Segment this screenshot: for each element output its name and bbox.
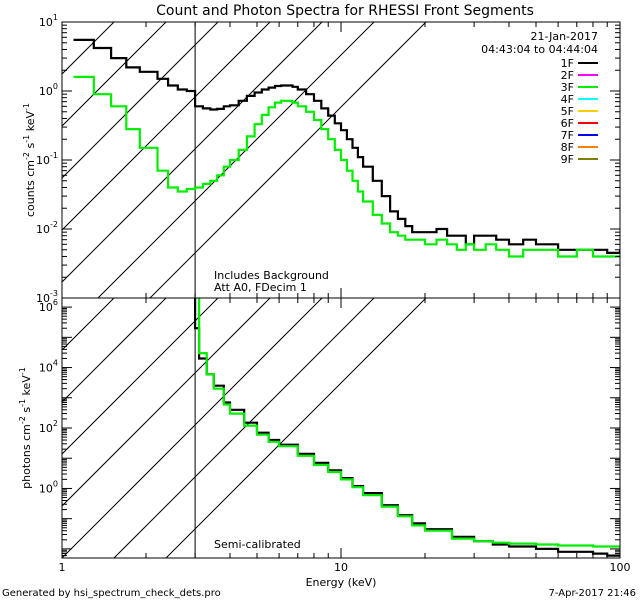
hatch-line (113, 298, 375, 558)
footer-generated-by: Generated by hsi_spectrum_check_dets.pro (2, 588, 221, 599)
hatched-region-top (62, 22, 427, 298)
x-tick-label: 10 (334, 561, 348, 574)
top-y-tick-label: 101 (39, 13, 58, 29)
legend-label-5F: 5F (561, 105, 574, 118)
legend-label-2F: 2F (561, 69, 574, 82)
hatch-line (62, 22, 271, 231)
hatch-line (62, 298, 271, 507)
top-y-tick-label: 100 (39, 82, 58, 98)
series-1F-line (194, 298, 620, 557)
hatch-line (62, 298, 323, 558)
footer-timestamp: 7-Apr-2017 21:46 (549, 588, 636, 599)
chart-title: Count and Photon Spectra for RHESSI Fron… (156, 3, 534, 19)
bottom-y-tick-label: 106 (39, 298, 58, 314)
annotation-attenuator: Att A0, FDecim 1 (214, 281, 307, 294)
top-y-tick-label: 10-1 (36, 151, 58, 167)
top-y-tick-label: 10-2 (36, 220, 58, 236)
legend-label-8F: 8F (561, 141, 574, 154)
series-3F-line (198, 298, 620, 548)
annotation-background: Includes Background (214, 269, 329, 282)
bottom-y-tick-label: 102 (39, 419, 58, 435)
hatch-line (62, 22, 115, 75)
x-tick-label: 100 (610, 561, 631, 574)
hatch-line (62, 298, 219, 455)
legend-label-9F: 9F (561, 153, 574, 166)
series-1F-line (73, 38, 620, 254)
legend-label-1F: 1F (561, 57, 574, 70)
hatch-line (62, 22, 167, 127)
x-tick-label: 1 (59, 561, 66, 574)
legend-label-3F: 3F (561, 81, 574, 94)
x-axis-label: Energy (keV) (306, 576, 377, 589)
hatch-line (62, 22, 323, 283)
bottom-y-tick-label: 104 (39, 359, 58, 375)
series-3F-line (73, 75, 620, 258)
hatch-line (62, 298, 115, 351)
top-y-tick-label: 10-3 (36, 289, 58, 305)
time-range-label: 04:43:04 to 04:44:04 (481, 43, 598, 56)
hatch-line (62, 298, 167, 403)
legend-label-6F: 6F (561, 117, 574, 130)
hatched-region-bottom (62, 298, 427, 558)
legend-label-4F: 4F (561, 93, 574, 106)
bottom-y-tick-label: 100 (39, 479, 58, 495)
top-y-axis-label: counts cm-2 s-1 keV-1 (22, 103, 37, 217)
hatch-line (165, 298, 427, 558)
bottom-y-axis-label: photons cm-2 s-1 keV-1 (18, 367, 33, 489)
legend-label-7F: 7F (561, 129, 574, 142)
date-label: 21-Jan-2017 (531, 30, 599, 43)
bottom-plot-frame (61, 297, 621, 559)
hatch-line (149, 22, 427, 298)
annotation-semi-calibrated: Semi-calibrated (214, 538, 301, 551)
hatch-line (62, 22, 219, 179)
